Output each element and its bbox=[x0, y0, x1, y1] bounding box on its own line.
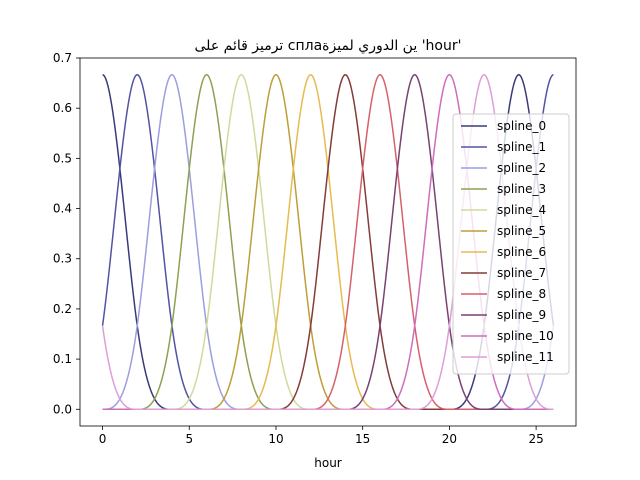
legend-label-spline_4: spline_4 bbox=[497, 203, 546, 217]
legend-label-spline_10: spline_10 bbox=[497, 329, 554, 343]
chart-title: ترميز قائم على сплаين الدوري لميزة 'hour… bbox=[195, 38, 462, 54]
legend: spline_0 spline_1 spline_2 spline_3 spline_4… bbox=[452, 113, 570, 375]
y-tick-label: 0.4 bbox=[53, 202, 72, 216]
x-tick-label: 25 bbox=[528, 432, 543, 446]
x-tick-label: 15 bbox=[355, 432, 370, 446]
legend-label-spline_7: spline_7 bbox=[497, 266, 546, 280]
axes-frame bbox=[79, 57, 577, 427]
plot-area: 0 5 10 15 20 25 0.0 0.1 0.2 0.3 0.4 0.5 0.6 0.7 spline… bbox=[53, 51, 577, 446]
legend-label-spline_1: spline_1 bbox=[497, 140, 546, 154]
y-tick-label: 0.3 bbox=[53, 252, 72, 266]
legend-label-spline_0: spline_0 bbox=[497, 119, 546, 133]
y-tick-label: 0.7 bbox=[53, 51, 72, 65]
series-line-spline_11 bbox=[101, 74, 554, 411]
legend-label-spline_11: spline_11 bbox=[497, 350, 554, 364]
x-axis-label: hour bbox=[314, 456, 342, 470]
y-tick-label: 0.5 bbox=[53, 151, 72, 165]
y-tick-label: 0.0 bbox=[53, 402, 72, 416]
x-tick-label: 10 bbox=[268, 432, 283, 446]
legend-label-spline_8: spline_8 bbox=[497, 287, 546, 301]
legend-label-spline_2: spline_2 bbox=[497, 161, 546, 175]
x-tick-label: 20 bbox=[442, 432, 457, 446]
y-tick-label: 0.6 bbox=[53, 101, 72, 115]
x-tick-label: 0 bbox=[99, 432, 107, 446]
legend-label-spline_9: spline_9 bbox=[497, 308, 546, 322]
y-tick-label: 0.1 bbox=[53, 352, 72, 366]
legend-label-spline_3: spline_3 bbox=[497, 182, 546, 196]
legend-box bbox=[452, 113, 570, 375]
legend-label-spline_6: spline_6 bbox=[497, 245, 546, 259]
legend-label-spline_5: spline_5 bbox=[497, 224, 546, 238]
x-tick-label: 5 bbox=[185, 432, 193, 446]
y-tick-label: 0.2 bbox=[53, 302, 72, 316]
